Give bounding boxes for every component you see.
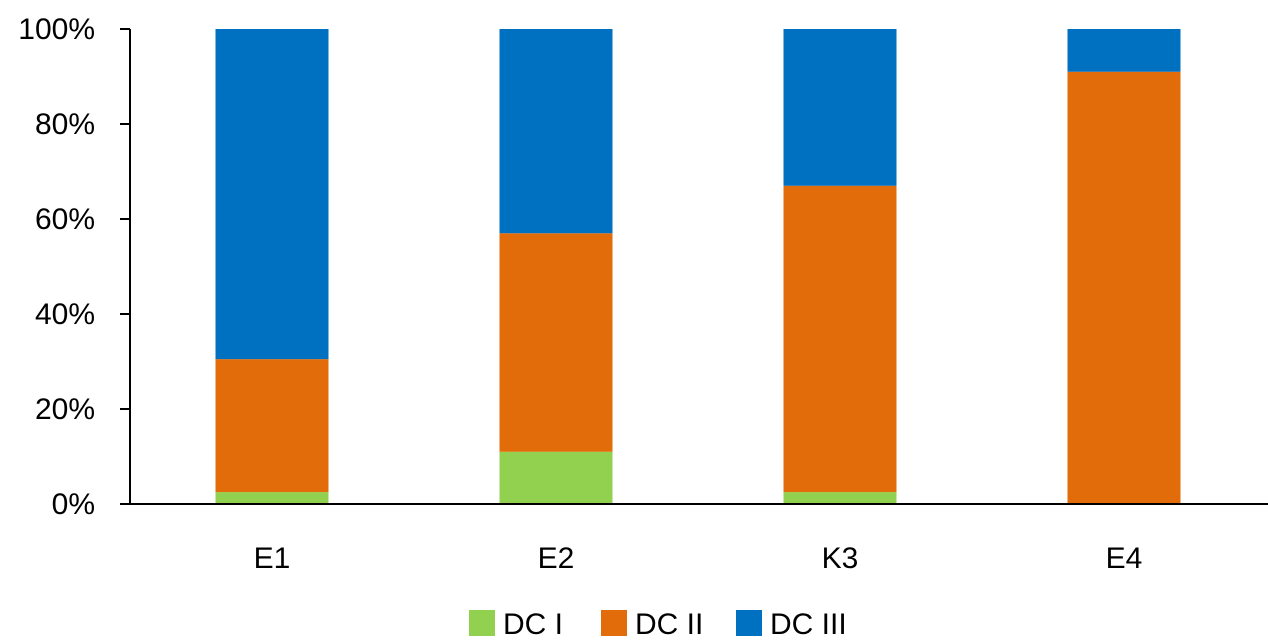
bar-e1-series-1 [215, 492, 329, 504]
y-tick-label: 40% [35, 298, 95, 331]
bar-e4-series-3 [1067, 29, 1181, 72]
legend-swatch [469, 610, 495, 636]
bar-e2-series-2 [499, 233, 613, 452]
bar-k3-series-1 [783, 492, 897, 504]
bar-e1-series-2 [215, 359, 329, 493]
y-axis: 0% 20% 40% 60% 80% 100% [18, 13, 131, 521]
x-category-label: E1 [254, 542, 291, 575]
y-tick-label: 80% [35, 108, 95, 141]
bar-e2-series-1 [499, 451, 613, 504]
legend-swatch [601, 610, 627, 636]
bars [215, 29, 1181, 504]
x-axis: E1 E2 K3 E4 [130, 503, 1268, 575]
bar-e4-series-2 [1067, 71, 1181, 504]
y-tick-label: 20% [35, 393, 95, 426]
x-category-label: E4 [1106, 542, 1143, 575]
bar-e1-series-3 [215, 29, 329, 360]
legend-label: DC I [503, 608, 563, 640]
y-tick-label: 100% [18, 13, 95, 46]
legend-label: DC III [770, 608, 847, 640]
legend-label: DC II [635, 608, 703, 640]
legend: DC I DC II DC III [469, 608, 847, 640]
bar-e2-series-3 [499, 29, 613, 234]
x-category-label: E2 [538, 542, 575, 575]
x-category-label: K3 [822, 542, 859, 575]
bar-k3-series-3 [783, 29, 897, 186]
y-tick-label: 60% [35, 203, 95, 236]
bar-k3-series-2 [783, 185, 897, 493]
legend-swatch [736, 610, 762, 636]
y-tick-label: 0% [52, 488, 95, 521]
